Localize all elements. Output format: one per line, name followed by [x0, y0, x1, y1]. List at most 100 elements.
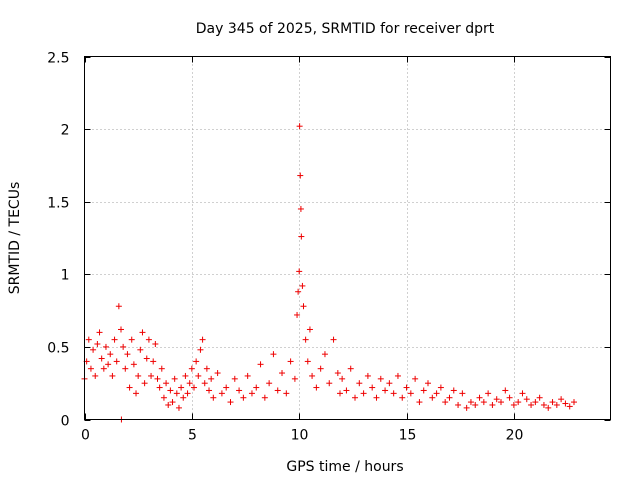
- data-point: [135, 372, 142, 379]
- data-point: [236, 387, 243, 394]
- data-point: [287, 358, 294, 365]
- data-point: [100, 365, 107, 372]
- data-point: [122, 365, 129, 372]
- data-point: [326, 380, 333, 387]
- data-point: [297, 172, 304, 179]
- data-point: [302, 336, 309, 343]
- data-point: [128, 336, 135, 343]
- data-point: [171, 375, 178, 382]
- data-point: [115, 303, 122, 310]
- data-point: [169, 399, 176, 406]
- data-point: [352, 394, 359, 401]
- data-point: [87, 365, 94, 372]
- y-tick-label: 0.5: [47, 341, 69, 357]
- data-point: [416, 399, 423, 406]
- y-tick-label: 1: [61, 268, 70, 284]
- data-point: [253, 384, 260, 391]
- data-point: [296, 268, 303, 275]
- data-point: [299, 282, 306, 289]
- data-point: [394, 372, 401, 379]
- grid-lines: [84, 56, 611, 420]
- data-point: [113, 358, 120, 365]
- plot-frame: [84, 56, 611, 420]
- x-tick-label: 15: [399, 428, 417, 444]
- data-point: [515, 399, 522, 406]
- data-point: [309, 372, 316, 379]
- data-point: [160, 394, 167, 401]
- data-point: [117, 326, 124, 333]
- data-point: [190, 384, 197, 391]
- data-point: [382, 387, 389, 394]
- data-point: [334, 370, 341, 377]
- data-point: [360, 390, 367, 397]
- data-point: [102, 343, 109, 350]
- data-point: [523, 396, 530, 403]
- data-point: [528, 401, 535, 408]
- data-point: [295, 288, 302, 295]
- data-point: [347, 365, 354, 372]
- data-point: [321, 351, 328, 358]
- data-point: [143, 355, 150, 362]
- data-point: [133, 390, 140, 397]
- data-point: [154, 375, 161, 382]
- data-point: [266, 380, 273, 387]
- data-point: [437, 384, 444, 391]
- data-point: [124, 351, 131, 358]
- data-point: [446, 394, 453, 401]
- data-point: [298, 233, 305, 240]
- data-point: [549, 399, 556, 406]
- data-point: [364, 372, 371, 379]
- data-point: [150, 358, 157, 365]
- data-point: [463, 404, 470, 411]
- data-point: [180, 394, 187, 401]
- data-point: [489, 401, 496, 408]
- data-point: [203, 365, 210, 372]
- data-point: [206, 387, 213, 394]
- data-point: [336, 390, 343, 397]
- data-point: [386, 380, 393, 387]
- data-point: [167, 387, 174, 394]
- chart-title: Day 345 of 2025, SRMTID for receiver dpr…: [196, 21, 495, 37]
- data-point: [178, 384, 185, 391]
- data-point: [270, 351, 277, 358]
- x-axis-title: GPS time / hours: [286, 459, 403, 475]
- data-point: [317, 365, 324, 372]
- data-point: [240, 394, 247, 401]
- data-point: [96, 329, 103, 336]
- data-point: [519, 390, 526, 397]
- data-point: [188, 365, 195, 372]
- data-point: [227, 399, 234, 406]
- data-point: [493, 396, 500, 403]
- data-point: [120, 343, 127, 350]
- y-tick-label: 0: [61, 414, 70, 430]
- data-point: [306, 326, 313, 333]
- data-point: [536, 394, 543, 401]
- data-point: [442, 399, 449, 406]
- data-point: [300, 303, 307, 310]
- y-tick-label: 1.5: [47, 196, 69, 212]
- data-point: [566, 403, 573, 410]
- data-point: [141, 380, 148, 387]
- data-point: [152, 340, 159, 347]
- x-tick-label: 20: [506, 428, 524, 444]
- data-point: [107, 351, 114, 358]
- data-point: [139, 329, 146, 336]
- data-point: [214, 370, 221, 377]
- data-point: [165, 401, 172, 408]
- data-point: [313, 384, 320, 391]
- data-point: [502, 387, 509, 394]
- axis-ticks: [84, 56, 611, 421]
- data-point: [156, 384, 163, 391]
- data-point: [85, 336, 92, 343]
- data-point: [459, 390, 466, 397]
- data-point: [455, 401, 462, 408]
- data-point: [304, 358, 311, 365]
- data-point: [407, 390, 414, 397]
- data-point: [420, 387, 427, 394]
- data-point: [532, 399, 539, 406]
- x-tick-label: 0: [81, 428, 90, 444]
- data-point: [193, 358, 200, 365]
- data-point: [283, 390, 290, 397]
- data-point: [476, 394, 483, 401]
